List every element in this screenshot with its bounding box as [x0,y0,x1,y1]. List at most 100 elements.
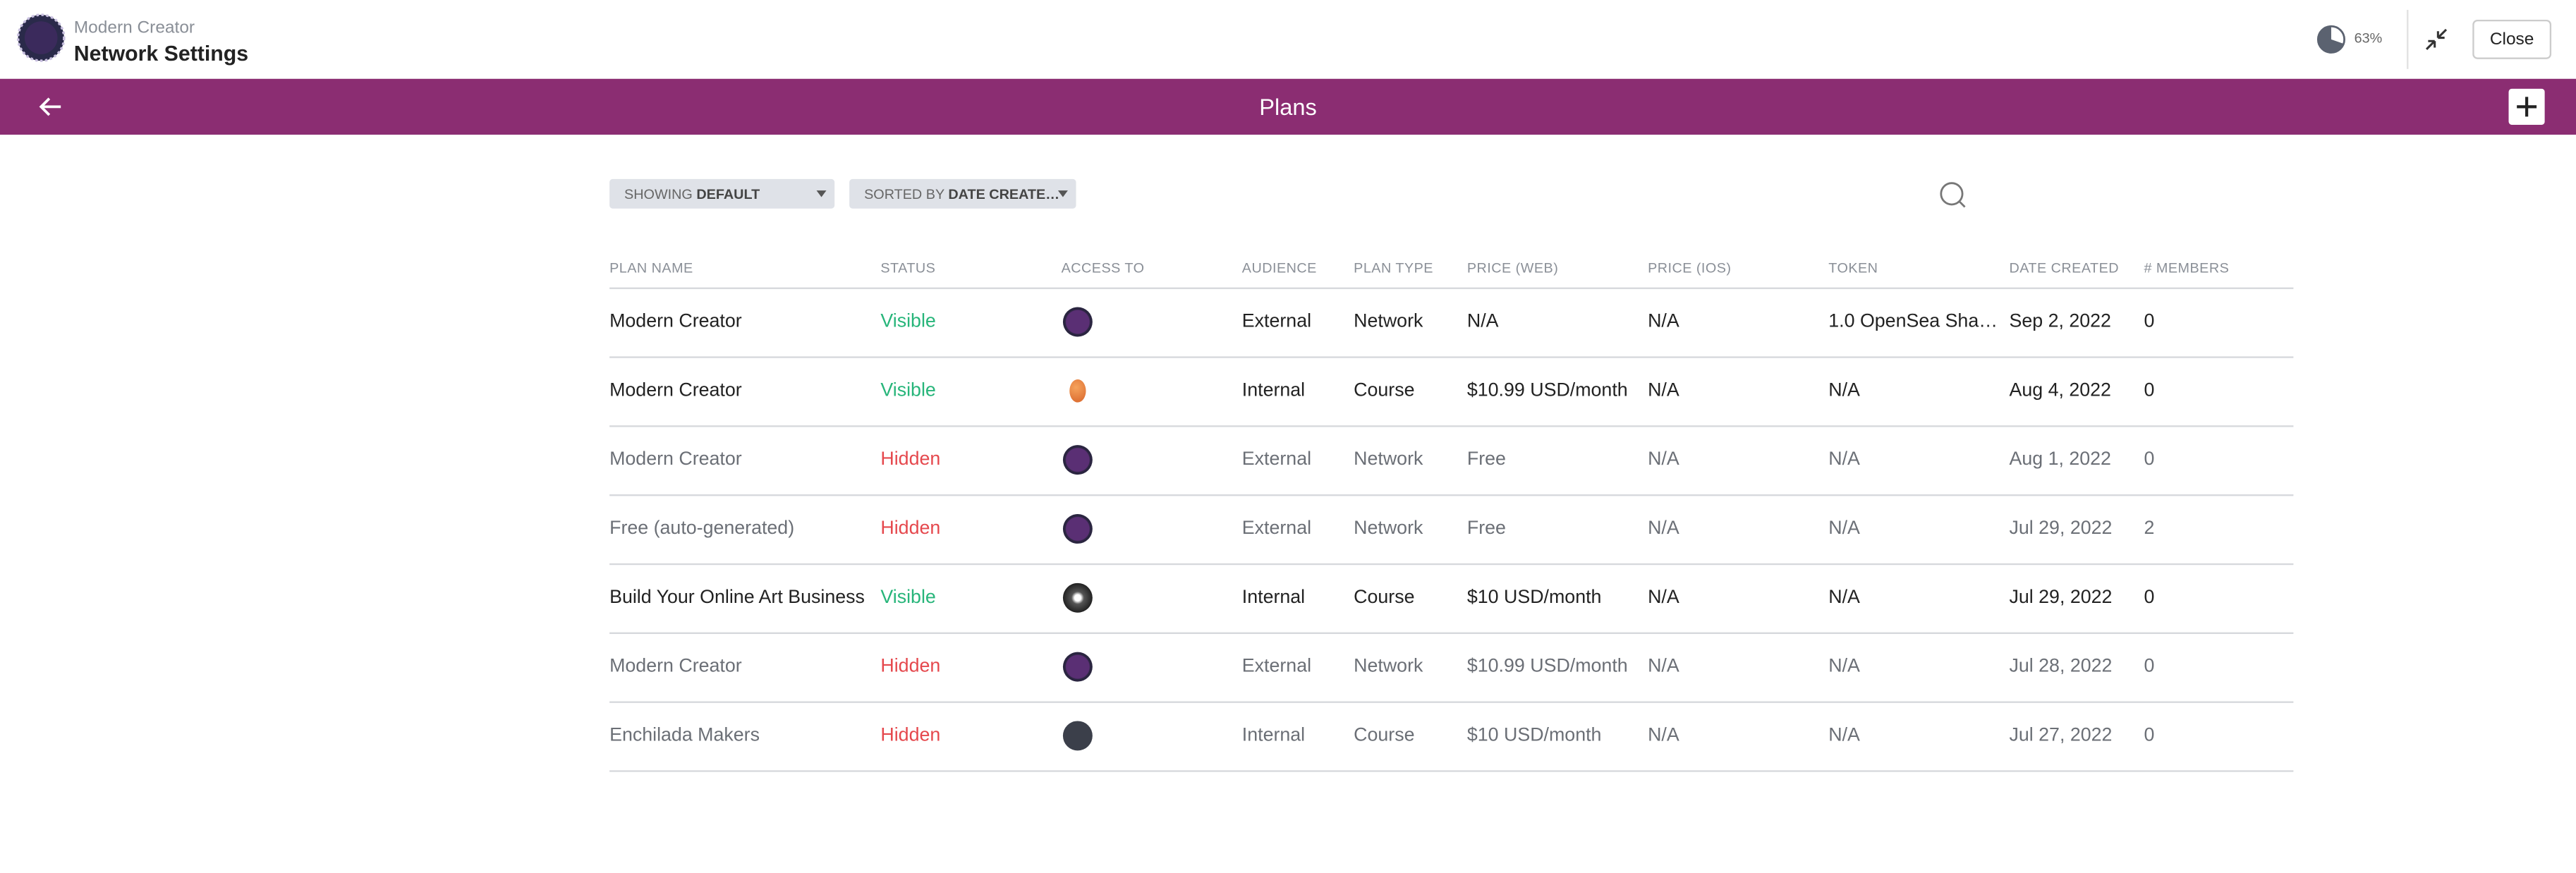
cell: 0 [2144,450,2155,470]
filter-value: DEFAULT [696,185,760,202]
cell: Course [1354,381,1415,401]
cell: Modern Creator [609,450,742,470]
column-header: DATE CREATED [2009,259,2120,276]
column-header: PRICE (IOS) [1648,259,1732,276]
progress-icon [2316,25,2345,54]
cell: Aug 4, 2022 [2009,381,2111,401]
access-icon [1062,514,1093,544]
cell: $10.99 USD/month [1466,657,1628,677]
row-line [609,632,2294,635]
status: Visible [880,587,936,608]
status: Hidden [880,450,941,470]
cell: External [1241,657,1312,677]
column-header: AUDIENCE [1241,259,1317,276]
cell: N/A [1828,657,1860,677]
cell: N/A [1828,381,1860,401]
cell: Internal [1241,381,1306,401]
toolbar [0,78,2576,135]
row-line [609,701,2294,703]
cell: Network [1354,518,1423,539]
row-line [609,425,2294,427]
cell: Modern Creator [609,312,742,332]
logo [16,13,66,62]
cell: Free [1466,518,1506,539]
back-button[interactable] [38,94,64,120]
cell: $10 USD/month [1466,726,1602,746]
cell: Jul 27, 2022 [2009,726,2113,746]
cell: Course [1354,726,1415,746]
cell: Jul 29, 2022 [2009,587,2113,608]
cell: N/A [1466,312,1499,332]
column-header: TOKEN [1828,259,1878,276]
cell: N/A [1648,518,1679,539]
cell: Course [1354,587,1415,608]
cell: Aug 1, 2022 [2009,450,2111,470]
row-line [609,563,2294,566]
cell: Free (auto-generated) [609,518,795,539]
column-header: ACCESS TO [1061,259,1145,276]
cell: N/A [1648,312,1679,332]
filter-label: SHOWING [624,185,693,202]
row-line [609,356,2294,358]
cell: Network [1354,450,1423,470]
cell: Jul 28, 2022 [2009,657,2113,677]
cell: N/A [1648,450,1679,470]
column-header: # MEMBERS [2144,259,2230,276]
divider [2407,9,2409,69]
column-header: PRICE (WEB) [1466,259,1559,276]
close-button[interactable]: Close [2472,19,2552,59]
collapse-button[interactable] [2423,26,2449,52]
app-name: Modern Creator [73,18,195,38]
cell: 0 [2144,312,2155,332]
status: Hidden [880,726,941,746]
cell: Network [1354,312,1423,332]
cell: External [1241,312,1312,332]
add-button[interactable] [2508,88,2545,126]
access-icon [1069,379,1086,403]
cell: $10.99 USD/month [1466,381,1628,401]
access-icon [1062,652,1093,682]
filter-value: DATE CREATE… [948,185,1060,202]
cell: N/A [1648,381,1679,401]
cell: Free [1466,450,1506,470]
cell: Modern Creator [609,657,742,677]
status: Hidden [880,657,941,677]
toolbar-title: Plans [1259,93,1317,121]
row-line [609,770,2294,772]
cell: Enchilada Makers [609,726,760,746]
cell: 0 [2144,587,2155,608]
cell: Internal [1241,587,1306,608]
cell: 0 [2144,657,2155,677]
column-header: PLAN TYPE [1354,259,1433,276]
cell: 1.0 OpenSea Sha… [1828,312,1998,332]
cell: N/A [1648,587,1679,608]
cell: Modern Creator [609,381,742,401]
access-icon [1062,445,1093,475]
sort-filter[interactable]: SORTED BY DATE CREATE… [849,178,1076,209]
progress-label: 63% [2354,29,2383,47]
page-title: Network Settings [73,41,249,66]
cell: N/A [1648,726,1679,746]
showing-filter[interactable]: SHOWING DEFAULT [609,178,835,209]
column-header: STATUS [880,259,936,276]
cell: N/A [1828,518,1860,539]
row-line [609,494,2294,496]
cell: N/A [1828,450,1860,470]
access-icon [1062,721,1093,751]
cell: External [1241,518,1312,539]
cell: External [1241,450,1312,470]
cell: 0 [2144,381,2155,401]
column-header: PLAN NAME [609,259,693,276]
access-icon [1062,307,1093,337]
cell: 0 [2144,726,2155,746]
header-line [609,287,2294,289]
cell: N/A [1828,587,1860,608]
cell: Internal [1241,726,1306,746]
cell: Build Your Online Art Business [609,587,865,608]
cell: Sep 2, 2022 [2009,312,2111,332]
cell: N/A [1648,657,1679,677]
search-button[interactable] [1937,181,1967,210]
cell: 2 [2144,518,2155,539]
